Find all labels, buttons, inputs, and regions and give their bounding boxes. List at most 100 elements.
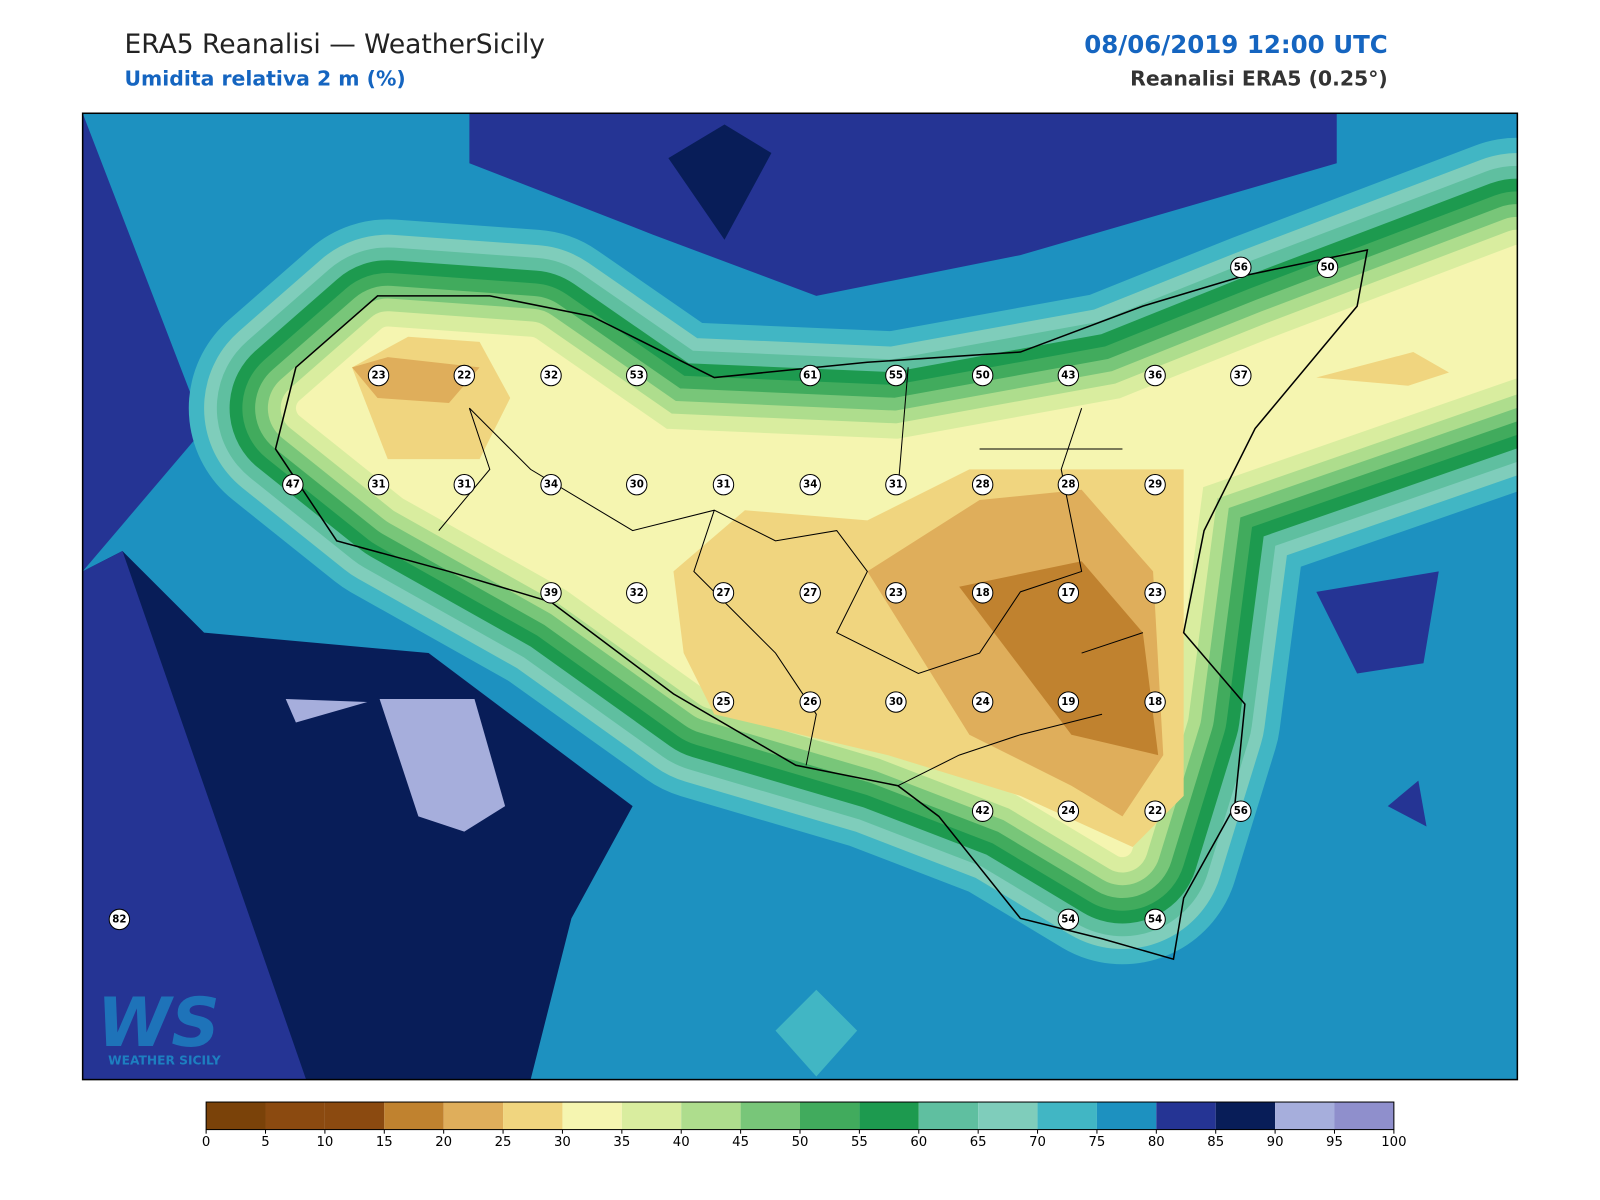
station-marker	[540, 582, 562, 604]
station-marker	[626, 582, 648, 604]
station-label: 27	[716, 588, 730, 599]
colorbar-swatch	[621, 1102, 682, 1130]
station-marker	[1057, 473, 1080, 496]
colorbar-swatch	[859, 1102, 919, 1130]
field	[1316, 571, 1439, 674]
logo-mark: WS	[97, 983, 220, 1062]
colorbar-swatch	[740, 1102, 800, 1130]
colorbar-tick-label: 70	[1029, 1135, 1046, 1150]
colorbar-swatch	[1334, 1102, 1394, 1130]
station-label: 31	[716, 480, 730, 491]
station-label: 37	[1234, 371, 1248, 382]
station-marker	[799, 582, 821, 604]
station-marker	[885, 364, 907, 387]
field	[82, 113, 1337, 572]
colorbar-tick-label: 30	[554, 1135, 571, 1150]
colorbar-swatch	[384, 1102, 444, 1130]
station-label: 31	[457, 480, 471, 491]
station-label: 55	[889, 371, 903, 382]
field	[668, 124, 772, 240]
colorbar-swatch	[681, 1102, 741, 1130]
station-label: 36	[1148, 371, 1162, 382]
station-label: 22	[457, 371, 471, 382]
station-marker	[1230, 364, 1252, 387]
colorbar-tick-label: 15	[376, 1135, 393, 1150]
station-label: 28	[1061, 480, 1075, 491]
station-marker	[1144, 908, 1166, 931]
station-label: 56	[1234, 806, 1248, 817]
station-marker	[971, 473, 994, 496]
station-marker	[1144, 473, 1166, 496]
station-marker	[885, 473, 907, 496]
colorbar-tick-label: 100	[1381, 1135, 1406, 1150]
subtitle: Umidita relativa 2 m (%)	[124, 67, 405, 91]
station-marker	[799, 364, 821, 387]
colorbar-swatch	[206, 1102, 266, 1130]
station-marker	[971, 800, 994, 822]
station-label: 29	[1148, 480, 1162, 491]
station-label: 24	[976, 697, 990, 708]
station-marker	[1316, 256, 1339, 279]
colorbar-swatch	[978, 1102, 1038, 1130]
station-label: 30	[630, 480, 644, 491]
station-label: 27	[803, 588, 817, 599]
station-label: 39	[544, 588, 558, 599]
station-label: 42	[976, 806, 990, 817]
station-label: 61	[803, 371, 817, 382]
station-marker	[712, 691, 735, 713]
station-label: 32	[544, 371, 558, 382]
station-marker	[971, 691, 994, 713]
station-marker	[1144, 364, 1166, 387]
station-marker	[1057, 364, 1080, 387]
colorbar-swatch	[1215, 1102, 1276, 1130]
station-label: 30	[889, 697, 903, 708]
station-label: 50	[1320, 262, 1334, 273]
colorbar-tick-label: 5	[261, 1135, 269, 1150]
station-marker	[971, 582, 994, 604]
station-label: 34	[803, 480, 817, 491]
colorbar-tick-label: 60	[910, 1135, 927, 1150]
colorbar-swatch	[562, 1102, 622, 1130]
map-frame	[81, 112, 1519, 1081]
colorbar-swatch	[443, 1102, 504, 1130]
colorbar-swatch	[918, 1102, 979, 1130]
field	[1387, 780, 1427, 827]
station-label: 18	[976, 588, 990, 599]
station-marker	[1144, 691, 1166, 713]
colorbar-swatch	[800, 1102, 860, 1130]
station-marker	[885, 582, 907, 604]
station-label: 18	[1148, 697, 1162, 708]
station-marker	[282, 473, 304, 496]
station-marker	[885, 691, 907, 713]
station-label: 23	[889, 588, 903, 599]
station-marker	[799, 691, 821, 713]
colorbar-tick-label: 45	[732, 1135, 749, 1150]
station-marker	[540, 364, 562, 387]
station-marker	[367, 473, 390, 496]
station-label: 23	[371, 371, 385, 382]
station-marker	[453, 364, 475, 387]
station-label: 54	[1148, 914, 1162, 925]
colorbar-tick-label: 65	[970, 1135, 987, 1150]
station-label: 31	[371, 480, 385, 491]
colorbar-tick-label: 35	[613, 1135, 630, 1150]
field	[82, 551, 307, 1080]
station-marker	[367, 364, 390, 387]
station-marker	[971, 364, 994, 387]
station-marker	[1057, 582, 1080, 604]
colorbar-tick-label: 20	[435, 1135, 452, 1150]
station-marker	[626, 364, 648, 387]
title: ERA5 Reanalisi — WeatherSicily	[124, 29, 545, 60]
station-label: 23	[1148, 588, 1162, 599]
station-label: 82	[112, 914, 126, 925]
field	[379, 698, 506, 832]
colorbar-tick-label: 40	[673, 1135, 690, 1150]
colorbar-tick-label: 50	[792, 1135, 809, 1150]
station-marker	[1057, 800, 1080, 822]
colorbar-tick-label: 80	[1148, 1135, 1165, 1150]
station-label: 56	[1234, 262, 1248, 273]
colorbar: 0 5 10 15 20 25 30 35 40 45 50 55 60 65 70 75 80 85 90 95 10…	[202, 1101, 1407, 1150]
station-label: 25	[716, 697, 730, 708]
colorbar-tick-label: 75	[1089, 1135, 1106, 1150]
